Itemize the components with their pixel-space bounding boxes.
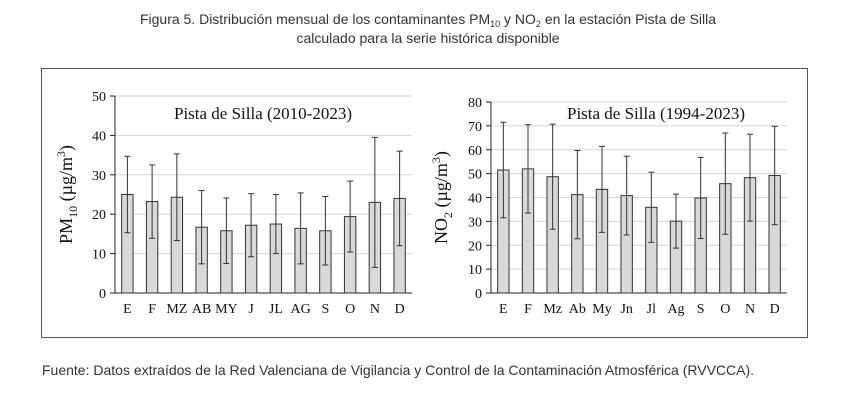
x-tick-label: JL <box>269 302 283 317</box>
y-tick-label: 20 <box>92 208 106 223</box>
y-axis-label-superscript: 3 <box>54 151 68 157</box>
y-tick-label: 70 <box>468 120 482 135</box>
x-tick-label: O <box>345 302 355 317</box>
x-tick-label: D <box>770 302 780 317</box>
figure-caption-line-2: calculado para la serie histórica dispon… <box>296 30 560 46</box>
y-tick-label: 10 <box>92 248 106 263</box>
x-tick-label: MZ <box>166 302 187 317</box>
x-tick-label: J <box>248 302 254 317</box>
y-tick-label: 60 <box>468 144 482 159</box>
x-tick-label: Ab <box>569 302 586 317</box>
x-tick-label: MY <box>215 302 238 317</box>
chart-pm10: 0 10 20 30 40 50 E F MZ AB MY J JL AG S O N D Pista de Sil… <box>54 90 412 317</box>
x-tick-label: Jl <box>647 302 656 317</box>
y-tick-label: 20 <box>468 239 482 254</box>
x-tick-label: S <box>321 302 329 317</box>
y-axis-label-subscript: 10 <box>66 206 80 218</box>
caption-subscript-no: 2 <box>535 19 541 29</box>
x-tick-label: Ag <box>667 302 684 317</box>
y-axis-label-superscript: 3 <box>429 157 443 163</box>
y-tick-label: 50 <box>92 90 106 105</box>
y-tick-label: 30 <box>468 215 482 230</box>
y-tick-label: 0 <box>99 287 106 302</box>
y-tick-label: 80 <box>468 96 482 111</box>
y-axis-label-unit: (µg/m <box>431 163 452 212</box>
figure-source: Fuente: Datos extraídos de la Red Valenc… <box>42 362 755 378</box>
chart-title: Pista de Silla (1994-2023) <box>567 104 745 123</box>
x-tick-label: D <box>395 302 405 317</box>
x-tick-label: O <box>720 302 730 317</box>
x-tick-label: AG <box>291 302 311 317</box>
chart-no2: 0 10 20 30 40 50 60 70 80 E F Mz Ab My Jn Jl Ag S O N D Pista… <box>429 96 787 317</box>
x-tick-label: N <box>370 302 380 317</box>
y-axis-label-unit-close: ) <box>431 151 452 157</box>
y-tick-label: 40 <box>468 192 482 207</box>
y-tick-label: 30 <box>92 169 106 184</box>
chart-title: Pista de Silla (2010-2023) <box>174 104 352 123</box>
x-tick-label: Mz <box>543 302 562 317</box>
y-tick-label: 10 <box>468 263 482 278</box>
figure-frame <box>41 68 808 338</box>
y-tick-label: 0 <box>475 287 482 302</box>
caption-text-3: en la estación Pista de Silla <box>540 11 717 27</box>
x-tick-label: E <box>123 302 132 317</box>
y-axis-label: PM10 (µg/m3) <box>54 145 80 244</box>
y-axis-label-main: PM <box>56 218 76 244</box>
figure-caption-line-1: Figura 5. Distribución mensual de los co… <box>0 10 856 29</box>
y-tick-label: 50 <box>468 168 482 183</box>
x-tick-label: E <box>499 302 508 317</box>
x-tick-label: S <box>697 302 705 317</box>
x-tick-label: AB <box>192 302 211 317</box>
x-tick-label: F <box>148 302 156 317</box>
y-axis-label: NO2 (µg/m3) <box>429 151 455 244</box>
y-axis-label-subscript: 2 <box>441 212 455 218</box>
y-axis-label-unit-close: ) <box>56 145 77 151</box>
caption-text-2: y NO <box>500 11 536 27</box>
y-axis-label-unit: (µg/m <box>56 157 77 206</box>
x-tick-label: F <box>524 302 532 317</box>
x-tick-label: My <box>592 302 611 317</box>
x-tick-label: N <box>745 302 755 317</box>
y-tick-label: 40 <box>92 129 106 144</box>
caption-text-1: Figura 5. Distribución mensual de los co… <box>139 11 491 27</box>
x-tick-label: Jn <box>620 302 632 317</box>
y-axis-label-main: NO <box>431 218 451 244</box>
caption-subscript-pm: 10 <box>490 19 501 29</box>
